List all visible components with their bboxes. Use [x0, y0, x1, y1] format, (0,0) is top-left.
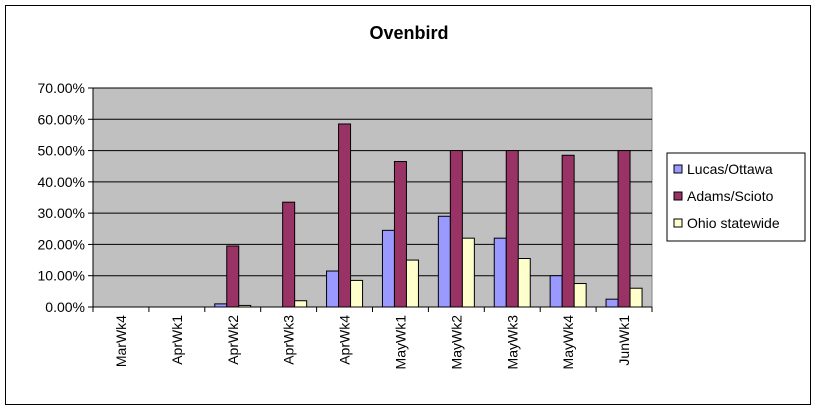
plot-area	[92, 87, 653, 308]
bar-ohio-statewide-maywk3	[517, 258, 531, 308]
y-tick-label: 60.00%	[38, 111, 85, 127]
legend-label: Lucas/Ottawa	[687, 161, 773, 177]
bar-lucas-ottawa-maywk3	[493, 237, 507, 308]
x-tick-label: AprWk3	[281, 315, 297, 365]
y-tick-label: 10.00%	[38, 268, 85, 284]
bar-lucas-ottawa-maywk1	[381, 229, 395, 308]
bars	[214, 123, 643, 308]
legend-label: Ohio statewide	[687, 215, 780, 231]
x-tick-label: AprWk1	[169, 315, 185, 365]
x-tick-label: MarWk4	[113, 315, 129, 367]
bar-adams-scioto-maywk1	[393, 161, 407, 308]
y-tick-label: 30.00%	[38, 205, 85, 221]
x-tick-label: JunWk1	[616, 315, 632, 366]
y-tick-label: 0.00%	[45, 299, 85, 315]
y-tick-label: 50.00%	[38, 143, 85, 159]
bar-lucas-ottawa-maywk4	[549, 275, 563, 308]
bar-adams-scioto-junwk1	[617, 150, 631, 308]
x-axis-ticks: MarWk4 AprWk1 AprWk2 AprWk3 AprWk4 MayWk1 MayW…	[92, 307, 653, 370]
x-tick-label: AprWk4	[337, 315, 353, 365]
bar-ohio-statewide-maywk4	[573, 283, 587, 308]
y-axis-ticks: 0.00% 10.00% 20.00% 30.00% 40.00% 50.00% 60.00…	[38, 80, 93, 315]
bar-ohio-statewide-aprwk4	[350, 279, 364, 308]
bar-adams-scioto-maywk2	[449, 150, 463, 308]
x-tick-label: MayWk3	[504, 315, 520, 370]
chart-title: Ovenbird	[369, 23, 448, 43]
legend-box	[666, 152, 806, 242]
legend-swatch	[673, 218, 683, 228]
bar-lucas-ottawa-junwk1	[605, 298, 619, 308]
bar-adams-scioto-aprwk4	[338, 123, 352, 308]
bar-ohio-statewide-junwk1	[629, 287, 643, 308]
legend: Lucas/Ottawa Adams/Scioto Ohio statewide	[666, 152, 806, 242]
gridlines	[93, 87, 652, 277]
legend-swatch	[673, 164, 683, 174]
bar-adams-scioto-aprwk3	[282, 201, 296, 308]
x-tick-label: AprWk2	[225, 315, 241, 365]
x-tick-label: MayWk1	[392, 315, 408, 370]
y-tick-label: 40.00%	[38, 174, 85, 190]
legend-swatch	[673, 191, 683, 201]
bar-adams-scioto-maywk4	[561, 154, 575, 308]
bar-ohio-statewide-maywk2	[461, 237, 475, 308]
bar-lucas-ottawa-maywk2	[437, 215, 451, 308]
y-tick-label: 70.00%	[38, 80, 85, 96]
x-tick-label: MayWk2	[448, 315, 464, 370]
bar-ohio-statewide-maywk1	[405, 259, 419, 308]
bar-ohio-statewide-aprwk3	[294, 300, 308, 308]
x-tick-label: MayWk4	[560, 315, 576, 370]
bar-lucas-ottawa-aprwk4	[326, 270, 340, 308]
bar-adams-scioto-aprwk2	[226, 245, 240, 308]
bar-adams-scioto-maywk3	[505, 150, 519, 308]
y-tick-label: 20.00%	[38, 236, 85, 252]
legend-label: Adams/Scioto	[687, 188, 774, 204]
